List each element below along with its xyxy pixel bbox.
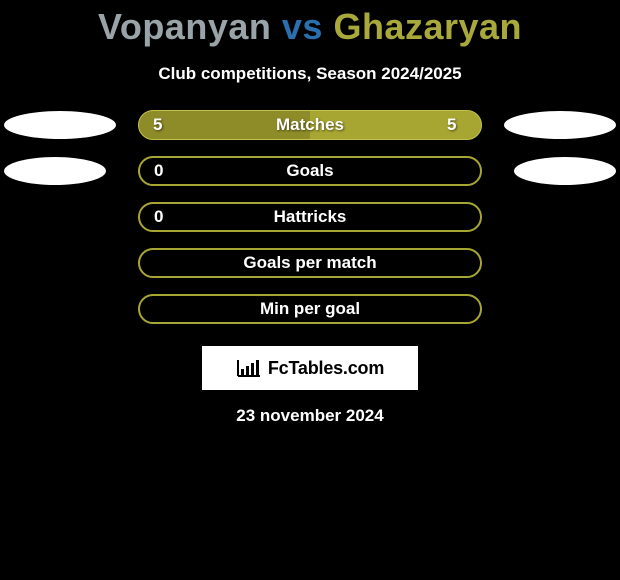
comparison-title: Vopanyan vs Ghazaryan xyxy=(0,0,620,50)
stat-label: Goals xyxy=(140,161,480,181)
stat-right-value: 5 xyxy=(447,115,467,135)
bar-chart-icon xyxy=(236,358,262,378)
stat-label: Goals per match xyxy=(140,253,480,273)
stat-bar: Goals per match xyxy=(138,248,482,278)
logo: FcTables.com xyxy=(236,358,384,379)
left-ellipse xyxy=(4,111,116,139)
stat-row: Min per goal xyxy=(0,286,620,332)
logo-box: FcTables.com xyxy=(202,346,418,390)
stat-row: 0Hattricks xyxy=(0,194,620,240)
vs-text: vs xyxy=(282,6,323,47)
stat-row: 5Matches5 xyxy=(0,102,620,148)
stat-bar: Min per goal xyxy=(138,294,482,324)
stat-bar: 0Goals xyxy=(138,156,482,186)
stat-row: 0Goals xyxy=(0,148,620,194)
subtitle: Club competitions, Season 2024/2025 xyxy=(0,64,620,84)
stat-rows: 5Matches50Goals0HattricksGoals per match… xyxy=(0,102,620,332)
player1-name: Vopanyan xyxy=(98,6,271,47)
stat-row: Goals per match xyxy=(0,240,620,286)
player2-name: Ghazaryan xyxy=(333,6,522,47)
stat-bar: 5Matches5 xyxy=(138,110,482,140)
date: 23 november 2024 xyxy=(0,406,620,426)
logo-text: FcTables.com xyxy=(268,358,384,379)
stat-label: Min per goal xyxy=(140,299,480,319)
stat-bar: 0Hattricks xyxy=(138,202,482,232)
right-ellipse xyxy=(504,111,616,139)
stat-left-value: 0 xyxy=(154,207,174,227)
stat-label: Hattricks xyxy=(140,207,480,227)
left-ellipse xyxy=(4,157,106,185)
right-ellipse xyxy=(514,157,616,185)
stat-left-value: 0 xyxy=(154,161,174,181)
stat-label: Matches xyxy=(139,115,481,135)
stat-left-value: 5 xyxy=(153,115,173,135)
